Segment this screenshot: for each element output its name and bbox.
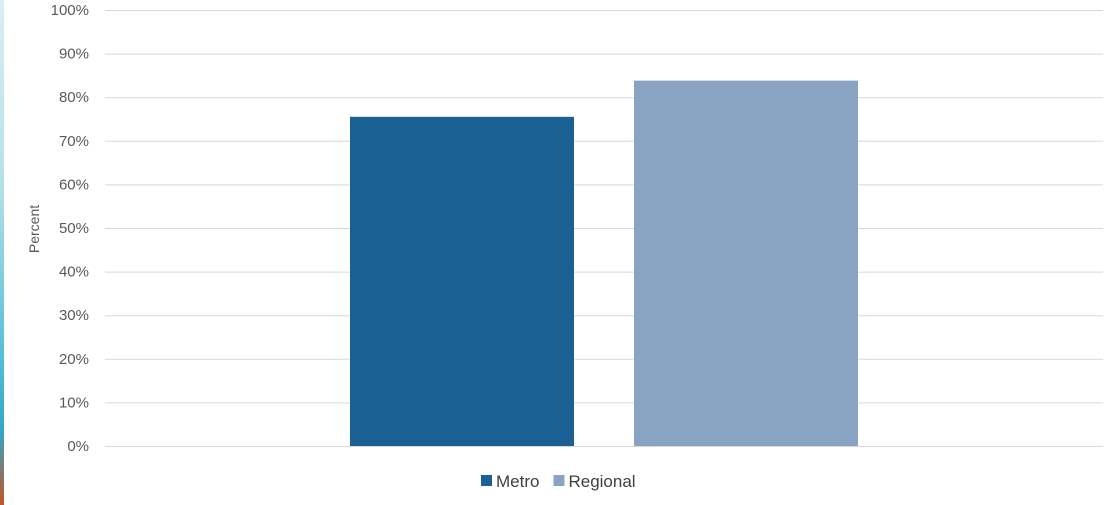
legend-swatch-metro [481,475,492,486]
bar-regional [634,80,858,446]
legend-label-regional: Regional [568,472,635,491]
y-tick-label: 40% [59,264,89,281]
y-axis-title: Percent [26,205,42,253]
y-tick-label: 60% [59,176,89,193]
bar-metro [350,116,574,446]
y-tick-label: 30% [59,307,89,324]
y-axis-tick-labels: 0% 10% 20% 30% 40% 50% 60% 70% 80% 90% 100% [51,2,89,455]
legend-label-metro: Metro [496,472,539,491]
legend: Metro Regional [481,472,636,491]
y-tick-label: 90% [59,46,89,63]
legend-swatch-regional [553,475,565,486]
y-tick-label: 100% [51,2,89,19]
gridlines [105,10,1103,447]
y-tick-label: 20% [59,351,89,368]
y-tick-label: 50% [59,220,89,237]
bar-series [350,80,858,446]
y-tick-label: 0% [67,438,89,455]
y-tick-label: 70% [59,133,89,150]
side-decoration-stripe [0,0,4,505]
y-tick-label: 80% [59,89,89,106]
y-tick-label: 10% [59,394,89,411]
